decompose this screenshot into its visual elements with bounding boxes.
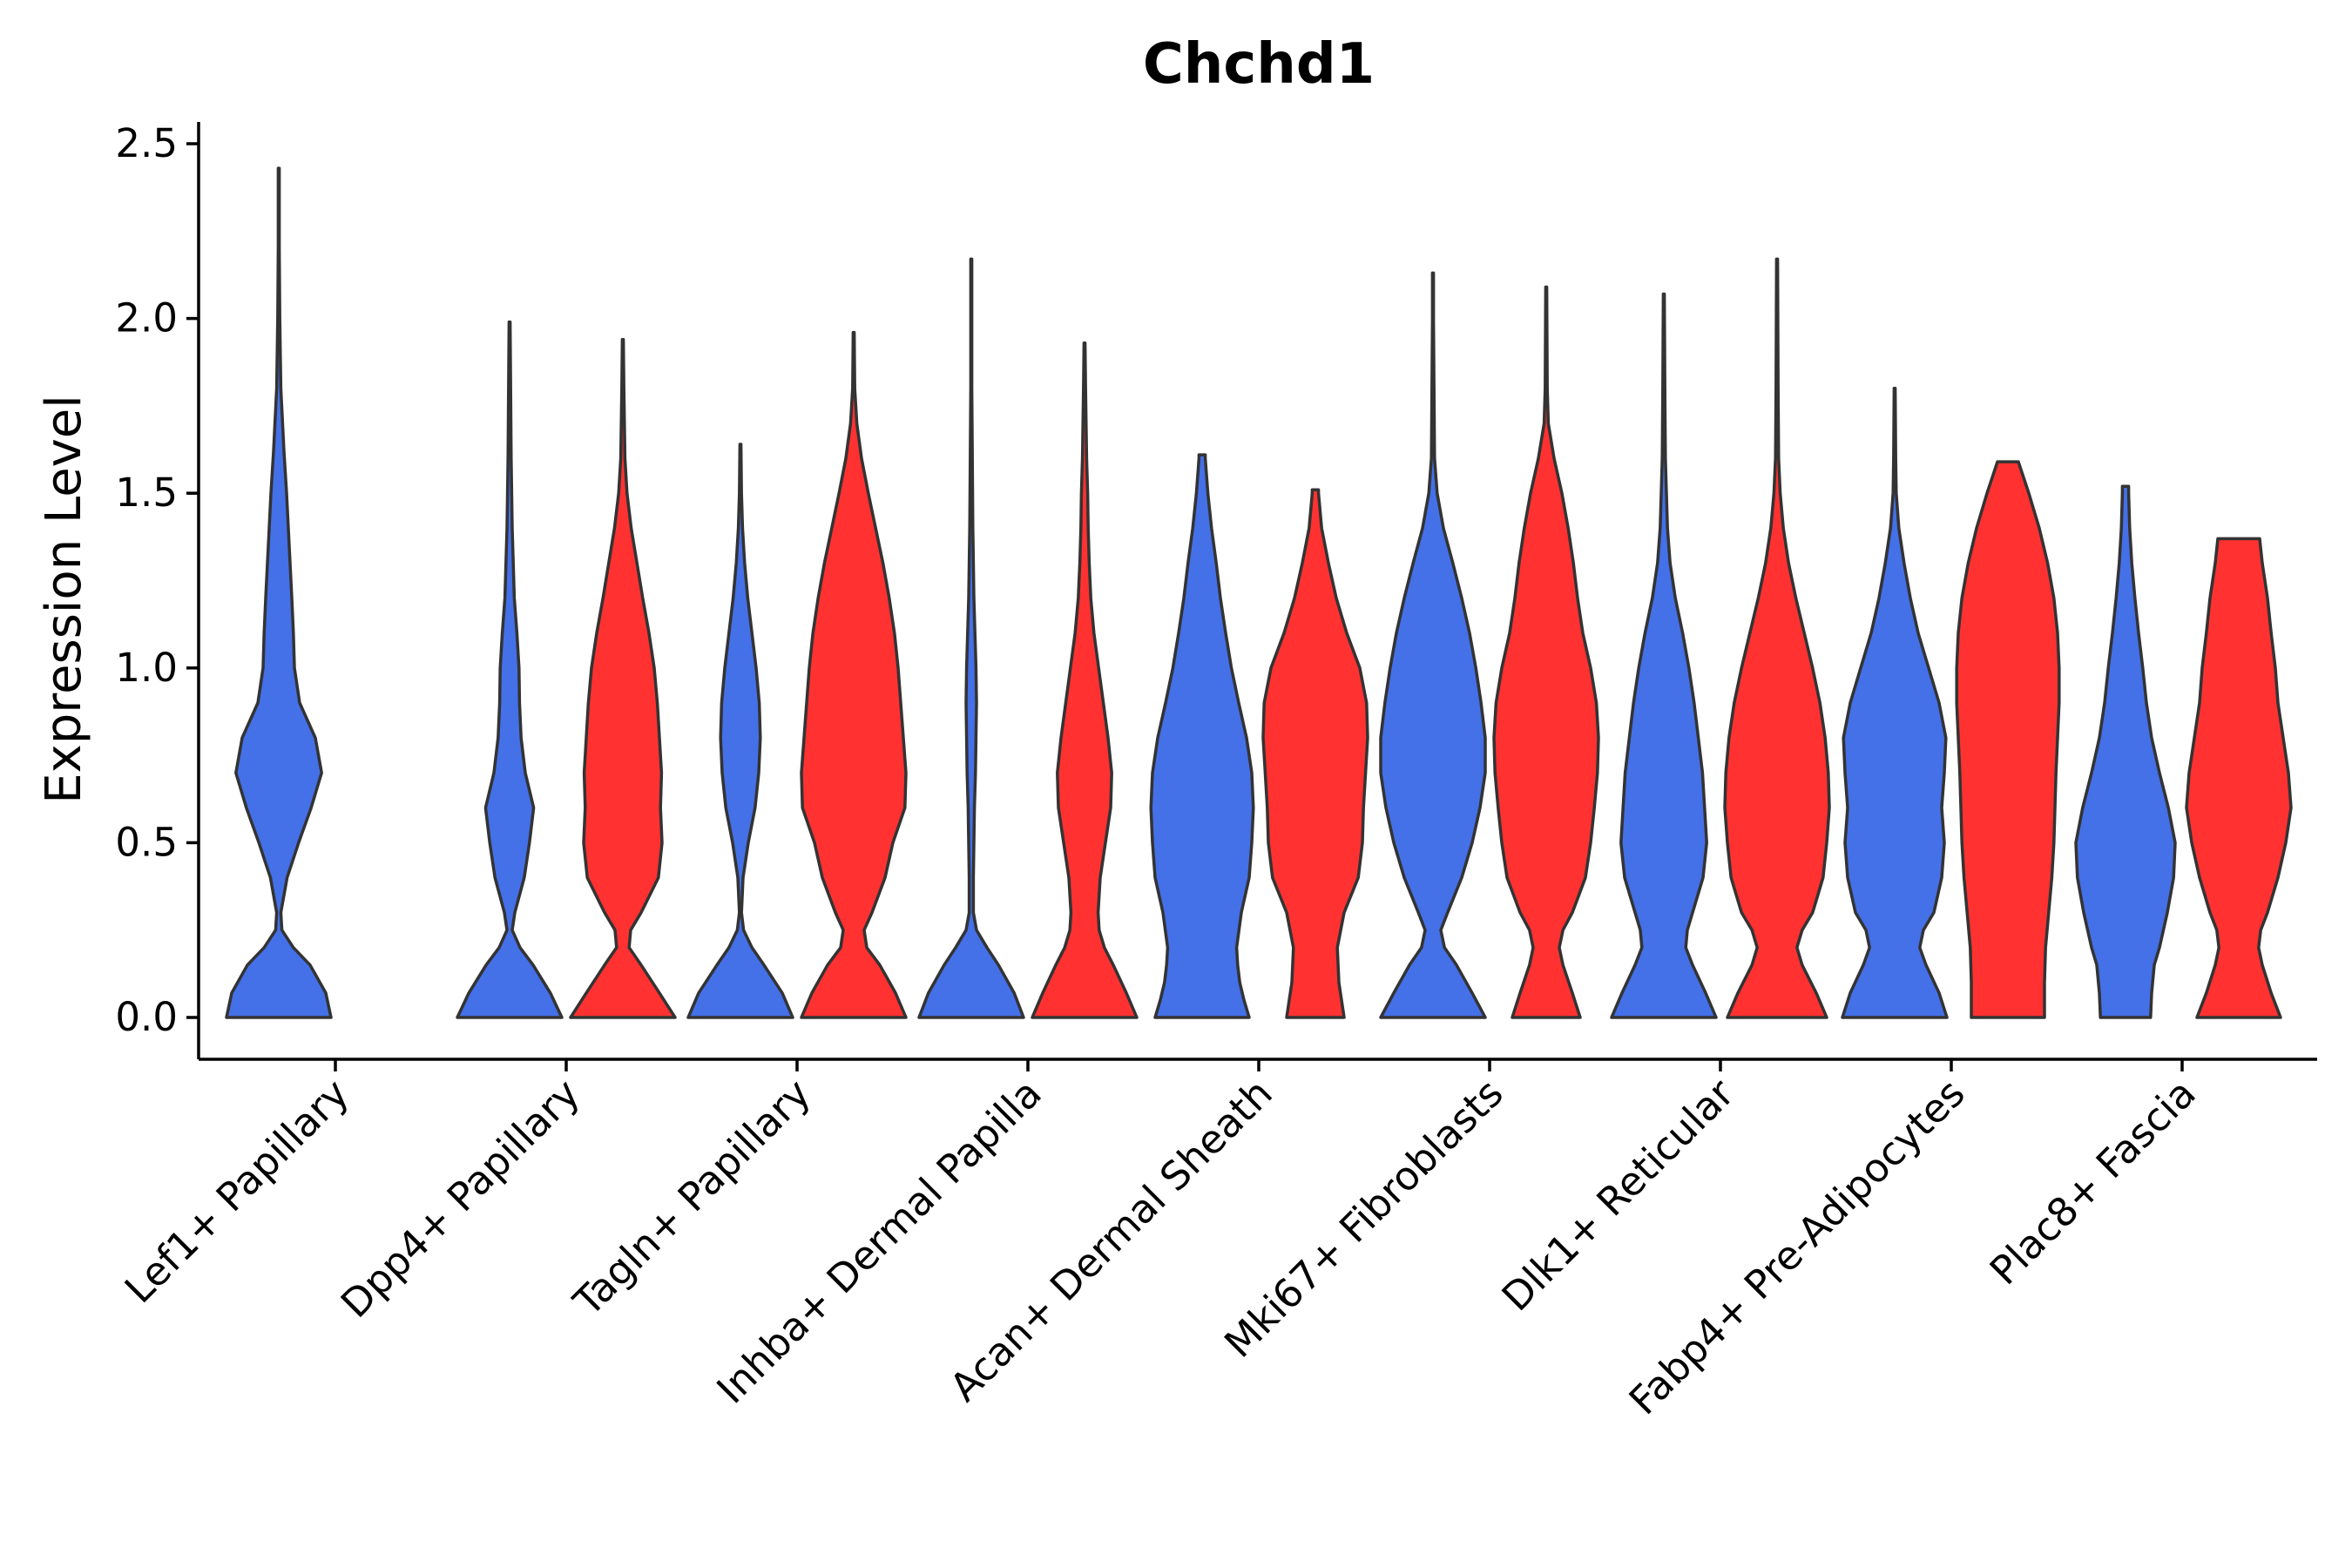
violin-red [1031,341,1139,1019]
y-tick-label: 0.5 [115,819,178,865]
violin-red [2185,537,2293,1019]
violin-blue [1610,292,1718,1019]
x-tick-label: Dlk1+ Reticular [1493,1070,1743,1320]
y-tick-label: 1.0 [115,645,178,691]
violin-red [1723,257,1831,1019]
violin-red [1955,460,2061,1019]
violin-blue [2074,484,2177,1019]
x-tick-label: Lef1+ Papillary [116,1070,358,1312]
y-tick-label: 1.5 [115,470,178,516]
violin-blue [1379,271,1487,1019]
violin-red [1492,285,1600,1019]
violin-blue [456,320,564,1019]
y-tick-label: 2.0 [115,295,178,341]
violin-blue [917,257,1025,1019]
violin-red [1261,488,1369,1019]
chart-title: Chchd1 [1143,32,1375,97]
violin-blue [686,443,794,1019]
violin-red [569,337,677,1019]
violin-blue [1841,387,1949,1019]
violin-layer [225,166,2293,1019]
y-tick-label: 0.0 [115,994,178,1040]
violin-red [800,330,908,1019]
x-tick-label: Dpp4+ Papillary [332,1070,589,1327]
y-axis-title: Expression Level [36,395,92,804]
y-axis-ticks: 0.0 0.5 1.0 1.5 2.0 2.5 [115,120,199,1040]
violin-blue [1149,453,1255,1019]
x-tick-label: Tagln+ Papillary [564,1070,820,1325]
violin-blue [225,166,333,1019]
x-tick-label: Plac8+ Fascia [1981,1070,2205,1294]
y-tick-label: 2.5 [115,120,178,166]
